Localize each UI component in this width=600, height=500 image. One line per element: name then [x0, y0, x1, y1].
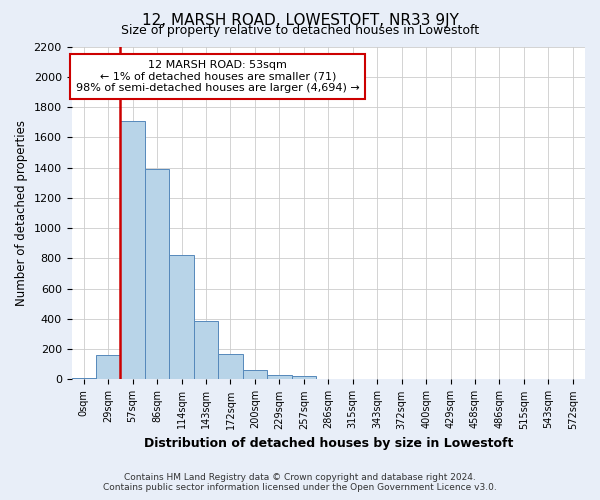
Y-axis label: Number of detached properties: Number of detached properties	[15, 120, 28, 306]
Bar	[194, 321, 218, 380]
Bar	[96, 355, 121, 380]
Bar	[292, 376, 316, 380]
Bar	[267, 375, 292, 380]
Bar	[316, 378, 340, 380]
Bar	[169, 256, 194, 380]
Text: Size of property relative to detached houses in Lowestoft: Size of property relative to detached ho…	[121, 24, 479, 37]
Bar	[242, 370, 267, 380]
Text: 12, MARSH ROAD, LOWESTOFT, NR33 9JY: 12, MARSH ROAD, LOWESTOFT, NR33 9JY	[142, 12, 458, 28]
Bar	[121, 120, 145, 380]
Text: Contains HM Land Registry data © Crown copyright and database right 2024.
Contai: Contains HM Land Registry data © Crown c…	[103, 473, 497, 492]
Bar	[218, 354, 242, 380]
X-axis label: Distribution of detached houses by size in Lowestoft: Distribution of detached houses by size …	[143, 437, 513, 450]
Text: 12 MARSH ROAD: 53sqm
← 1% of detached houses are smaller (71)
98% of semi-detach: 12 MARSH ROAD: 53sqm ← 1% of detached ho…	[76, 60, 360, 93]
Bar	[71, 378, 96, 380]
Bar	[145, 169, 169, 380]
